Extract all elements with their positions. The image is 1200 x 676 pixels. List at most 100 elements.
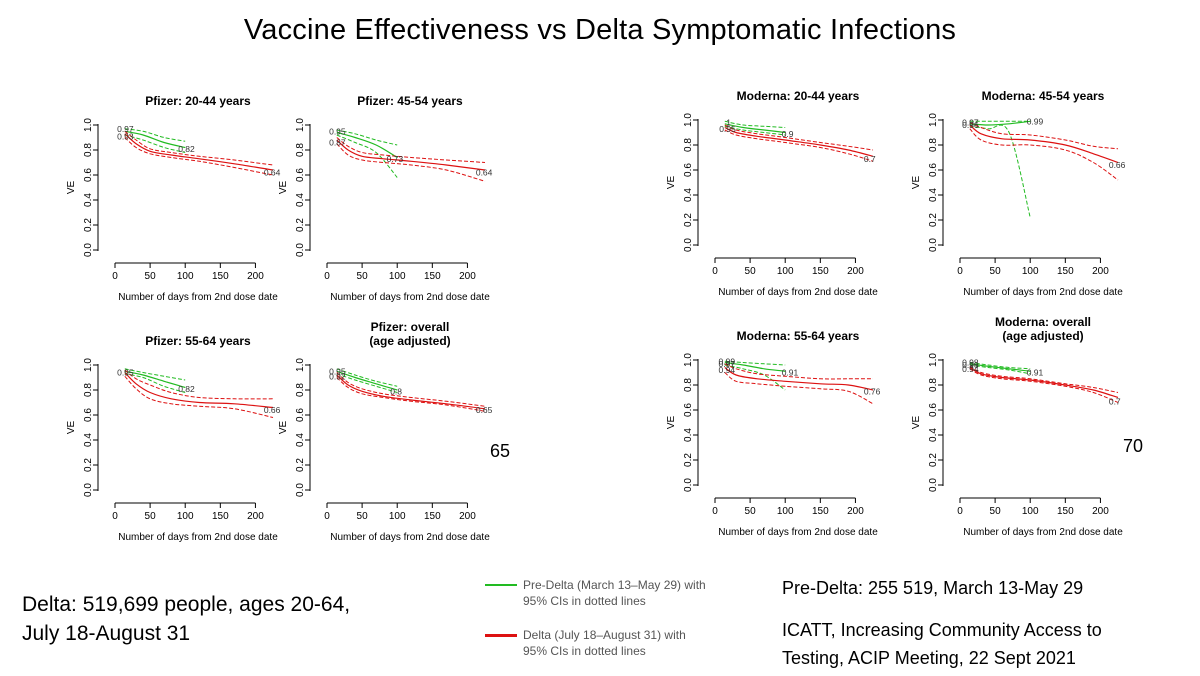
data-label: 0.8 <box>390 386 402 396</box>
legend-label-delta-line1: Delta (July 18–August 31) with <box>523 628 686 642</box>
series-delta-ci-upper <box>724 363 873 380</box>
y-axis-label: VE <box>278 421 289 435</box>
y-tick-label: 0.6 <box>295 408 306 422</box>
overlay-label: 70 <box>1123 436 1143 456</box>
chart-pfizer-45-54: Pfizer: 45-54 years 0.0 0.2 0.4 0.6 0.8 1.0 0 50… <box>278 94 493 303</box>
series-delta-ci-upper <box>124 369 274 400</box>
x-tick-label: 200 <box>459 271 476 282</box>
legend-label-pre-delta-line2: 95% CIs in dotted lines <box>523 594 646 608</box>
series-delta-ci-upper <box>124 130 274 166</box>
series-pre-delta-line <box>969 363 1031 372</box>
x-tick-label: 200 <box>247 271 264 282</box>
series-delta-ci-upper <box>724 124 874 151</box>
legend-label-delta-line2: 95% CIs in dotted lines <box>523 644 646 658</box>
data-label: 0.94 <box>962 364 979 374</box>
delta-summary: Delta: 519,699 people, ages 20-64, July … <box>22 590 350 648</box>
data-label: 0.66 <box>264 405 281 415</box>
y-tick-label: 0.4 <box>83 433 94 447</box>
y-tick-label: 1.0 <box>83 118 94 132</box>
x-axis-label: Number of days from 2nd dose date <box>330 532 490 543</box>
y-tick-label: 0.4 <box>83 193 94 207</box>
data-label: 0.65 <box>476 405 493 415</box>
chart-title: (age adjusted) <box>369 334 450 348</box>
chart-title: Pfizer: 45-54 years <box>357 94 463 108</box>
x-tick-label: 50 <box>357 511 369 522</box>
series-delta-ci-lower <box>124 137 274 176</box>
y-tick-label: 1.0 <box>83 358 94 372</box>
y-tick-label: 0.8 <box>683 378 694 392</box>
series-delta-ci-upper <box>969 365 1119 393</box>
x-tick-label: 100 <box>177 511 194 522</box>
y-tick-label: 0.4 <box>683 188 694 202</box>
chart-pfizer-20-44: Pfizer: 20-44 years 0.0 0.2 0.4 0.6 0.8 1.0 0 50… <box>66 94 281 303</box>
x-tick-label: 50 <box>145 511 157 522</box>
data-label: 0.99 <box>1027 116 1044 126</box>
x-tick-label: 100 <box>777 506 794 517</box>
x-axis-label: Number of days from 2nd dose date <box>718 527 878 538</box>
series-pre-delta-line <box>724 123 786 134</box>
y-tick-label: 0.8 <box>83 383 94 397</box>
y-tick-label: 0.8 <box>683 138 694 152</box>
x-tick-label: 100 <box>1022 506 1039 517</box>
y-axis-label: VE <box>66 181 77 195</box>
y-axis-label: VE <box>66 421 77 435</box>
chart-title: Moderna: 55-64 years <box>737 329 860 343</box>
x-tick-label: 50 <box>357 271 369 282</box>
y-axis-label: VE <box>666 176 677 190</box>
chart-moderna-45-54: Moderna: 45-54 years 0.0 0.2 0.4 0.6 0.8 1.0 0 5… <box>911 89 1126 298</box>
x-tick-label: 100 <box>177 271 194 282</box>
data-label: 0.92 <box>329 371 346 381</box>
data-label: 0.97 <box>962 118 979 128</box>
data-label: 0.66 <box>1109 160 1126 170</box>
x-axis-label: Number of days from 2nd dose date <box>330 292 490 303</box>
data-label: 0.96 <box>962 360 979 370</box>
data-label: 0.97 <box>117 124 134 134</box>
source-note: ICATT, Increasing Community Access to Te… <box>782 616 1102 672</box>
y-tick-label: 0.2 <box>295 218 306 232</box>
data-label: 0.87 <box>329 138 346 148</box>
x-tick-label: 100 <box>777 266 794 277</box>
y-tick-label: 0.4 <box>928 428 939 442</box>
series-delta-ci-lower <box>969 368 1119 403</box>
pre-delta-summary: Pre-Delta: 255 519, March 13-May 29 <box>782 578 1084 598</box>
data-label: 0.93 <box>117 131 134 141</box>
series-pre-delta-ci-upper <box>969 362 1031 370</box>
data-label: 0.82 <box>178 384 195 394</box>
data-label: 0.95 <box>329 126 346 136</box>
y-tick-label: 1.0 <box>683 113 694 127</box>
x-tick-label: 50 <box>745 506 757 517</box>
y-tick-label: 0.2 <box>83 218 94 232</box>
y-tick-label: 0.6 <box>683 403 694 417</box>
y-axis-label: VE <box>278 181 289 195</box>
y-tick-label: 0.0 <box>295 243 306 257</box>
y-tick-label: 1.0 <box>295 118 306 132</box>
data-label: 1 <box>726 118 731 128</box>
series-pre-delta-ci-upper <box>124 368 186 381</box>
x-axis-label: Number of days from 2nd dose date <box>118 292 278 303</box>
legend-item-delta: Delta (July 18–August 31) with 95% CIs i… <box>485 627 706 659</box>
chart-pfizer-overall: Pfizer: overall(age adjusted) 0.0 0.2 0.4 0.… <box>278 320 510 543</box>
series-delta-ci-lower <box>969 128 1119 181</box>
data-label: 0.7 <box>1109 396 1121 406</box>
y-tick-label: 0.8 <box>295 383 306 397</box>
x-tick-label: 100 <box>389 271 406 282</box>
y-tick-label: 0.8 <box>928 378 939 392</box>
data-label: 0.64 <box>264 168 281 178</box>
x-tick-label: 200 <box>247 511 264 522</box>
x-tick-label: 150 <box>212 271 229 282</box>
series-delta-ci-lower <box>336 143 486 182</box>
y-tick-label: 0.6 <box>928 163 939 177</box>
data-label: 0.64 <box>476 168 493 178</box>
x-axis-label: Number of days from 2nd dose date <box>963 527 1123 538</box>
series-delta-ci-upper <box>969 122 1119 150</box>
x-tick-label: 50 <box>745 266 757 277</box>
x-tick-label: 200 <box>1092 266 1109 277</box>
series-pre-delta-ci-upper <box>724 120 786 128</box>
x-tick-label: 150 <box>424 511 441 522</box>
chart-title: Pfizer: 55-64 years <box>145 334 251 348</box>
data-label: 0.94 <box>719 365 736 375</box>
y-tick-label: 0.0 <box>295 483 306 497</box>
x-tick-label: 0 <box>712 266 718 277</box>
y-tick-label: 0.6 <box>83 168 94 182</box>
x-tick-label: 50 <box>990 266 1002 277</box>
